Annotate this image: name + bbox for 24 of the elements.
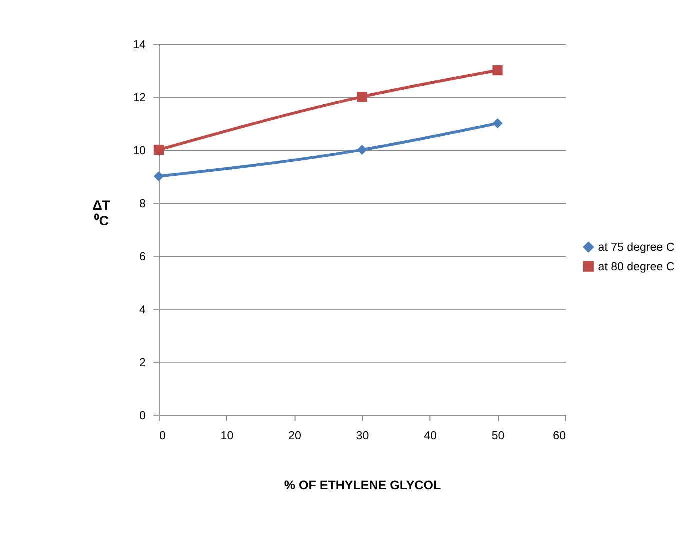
point — [492, 65, 503, 76]
y-tick-label: 6 — [140, 251, 146, 264]
x-axis-title: % OF ETHYLENE GLYCOL — [284, 478, 442, 493]
y-tick-label: 0 — [140, 410, 146, 422]
legend-label: at 75 degree C — [598, 242, 675, 254]
x-tick-label: 30 — [356, 430, 370, 443]
y-tick-label: 10 — [133, 145, 146, 158]
y-tick-label: 12 — [133, 92, 146, 104]
point — [154, 171, 164, 182]
y-tick-label: 14 — [133, 39, 147, 52]
point — [357, 144, 368, 156]
x-tick-label: 60 — [553, 430, 566, 443]
x-tick-label: 40 — [424, 430, 437, 443]
y-axis-title: ΔT ⁰C — [92, 198, 112, 229]
y-tick-label: 8 — [140, 198, 146, 210]
legend-label: at 80 degree C — [598, 261, 675, 274]
point — [357, 92, 368, 102]
y-tick-label: 2 — [140, 357, 146, 370]
y-tick-label: 4 — [140, 304, 147, 316]
x-tick-label: 10 — [220, 430, 234, 443]
point — [492, 118, 503, 129]
x-tick-label: 0 — [159, 430, 166, 443]
x-tick-label: 50 — [492, 430, 505, 443]
x-tick-label: 20 — [288, 430, 302, 443]
